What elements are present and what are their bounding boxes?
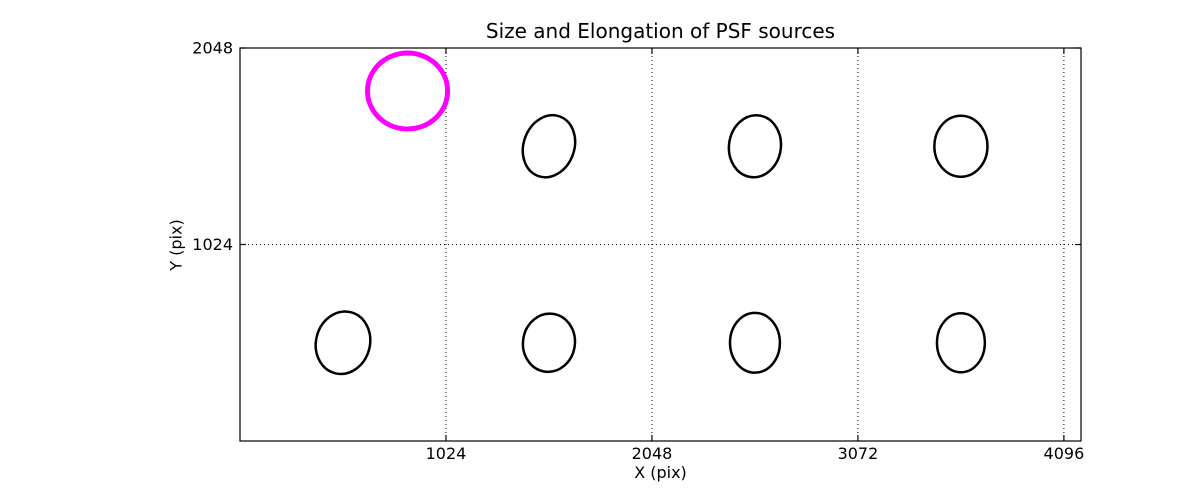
psf-ellipse <box>521 312 577 374</box>
psf-ellipse <box>933 114 989 179</box>
psf-ellipse <box>521 114 577 179</box>
psf-ellipse <box>727 114 783 179</box>
x-axis-label: X (pix) <box>634 463 687 482</box>
y-tick-label: 1024 <box>192 235 233 254</box>
psf-ellipse <box>935 311 987 374</box>
x-tick-label: 4096 <box>1044 444 1085 463</box>
x-tick-label: 2048 <box>632 444 673 463</box>
chart-title: Size and Elongation of PSF sources <box>485 19 836 43</box>
y-axis-label: Y (pix) <box>166 219 186 271</box>
psf-ellipse <box>314 310 372 376</box>
psf-ellipse <box>728 311 782 374</box>
highlighted-psf-ellipse <box>365 50 451 132</box>
x-tick-label: 3072 <box>838 444 879 463</box>
y-tick-label: 2048 <box>192 39 233 58</box>
x-tick-label: 1024 <box>426 444 467 463</box>
